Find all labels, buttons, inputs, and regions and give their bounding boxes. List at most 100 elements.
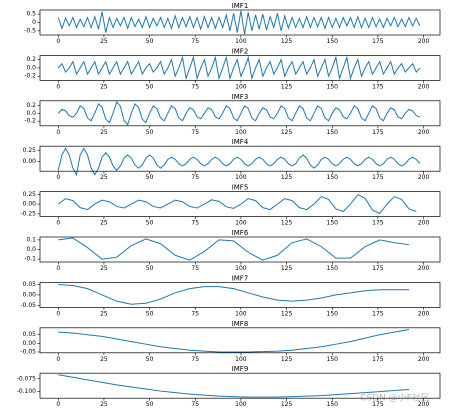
x-tick-label: 100	[235, 401, 247, 408]
x-tick-label: 25	[100, 174, 108, 181]
axes-frame	[39, 236, 441, 263]
x-tick-label: 0	[56, 401, 60, 408]
x-tick-label: 25	[100, 220, 108, 227]
x-tick-label: 75	[191, 220, 199, 227]
x-tick-label: 200	[418, 174, 430, 181]
axes-frame	[39, 282, 441, 308]
y-tick-label: -0.1	[24, 256, 36, 263]
x-tick-label: 75	[191, 401, 199, 408]
x-tick-label: 125	[281, 401, 293, 408]
y-tick-label: 0	[32, 19, 36, 26]
subplot-title: IMF8	[232, 320, 249, 328]
x-tick-label: 100	[235, 129, 247, 136]
x-tick-label: 200	[418, 401, 430, 408]
y-tick-label: 0.25	[23, 191, 37, 198]
x-tick-label: 100	[235, 220, 247, 227]
x-tick-label: 25	[100, 129, 108, 136]
y-tick-label: -0.100	[17, 388, 37, 395]
x-tick-label: 75	[191, 356, 199, 363]
axes-frame	[39, 55, 441, 81]
y-tick-label: -0.05	[20, 348, 36, 355]
x-tick-label: 150	[327, 38, 339, 45]
y-tick-label: 0.2	[26, 102, 36, 109]
y-tick-label: 0.1	[26, 236, 36, 243]
x-tick-label: 25	[100, 310, 108, 317]
y-tick-label: -0.2	[24, 118, 36, 125]
x-tick-label: 175	[372, 38, 384, 45]
x-tick-label: 100	[235, 310, 247, 317]
x-tick-label: 50	[146, 356, 154, 363]
x-tick-label: 200	[418, 220, 430, 227]
y-tick-label: 0.00	[23, 158, 37, 165]
x-tick-label: 75	[191, 38, 199, 45]
x-tick-label: 200	[418, 356, 430, 363]
x-tick-label: 50	[146, 265, 154, 272]
subplot-title: IMF5	[232, 184, 249, 192]
imf-line	[57, 10, 421, 35]
x-tick-label: 75	[191, 83, 199, 90]
watermark: CSDN @小F社区	[360, 392, 430, 404]
x-tick-label: 50	[146, 220, 154, 227]
x-tick-label: 25	[100, 401, 108, 408]
x-tick-label: 150	[327, 83, 339, 90]
x-tick-label: 0	[56, 310, 60, 317]
x-tick-label: 0	[56, 174, 60, 181]
y-tick-label: 0.5	[26, 11, 36, 18]
imf-line	[58, 374, 409, 398]
x-tick-label: 200	[418, 38, 430, 45]
x-tick-label: 125	[281, 310, 293, 317]
imf-line	[57, 55, 421, 81]
y-tick-label: 0.05	[23, 281, 37, 288]
y-tick-label: 0.0	[26, 110, 36, 117]
x-tick-label: 125	[281, 265, 293, 272]
imf-line	[58, 283, 409, 305]
x-tick-label: 175	[372, 310, 384, 317]
x-tick-label: 25	[100, 356, 108, 363]
imf-line	[58, 237, 410, 261]
y-tick-label: 0.00	[23, 291, 37, 298]
axes-frame	[39, 372, 441, 399]
x-tick-label: 25	[100, 38, 108, 45]
x-tick-label: 150	[327, 401, 339, 408]
x-tick-label: 150	[327, 310, 339, 317]
y-tick-label: 0.00	[23, 340, 37, 347]
axes-frame	[39, 191, 441, 217]
subplot-title: IMF6	[232, 229, 249, 237]
x-tick-label: 50	[146, 38, 154, 45]
subplot-title: IMF1	[232, 2, 249, 10]
x-tick-label: 100	[235, 174, 247, 181]
x-tick-label: 0	[56, 83, 60, 90]
x-tick-label: 50	[146, 310, 154, 317]
x-tick-label: 0	[56, 129, 60, 136]
subplot-title: IMF9	[232, 365, 249, 373]
subplot-title: IMF2	[232, 47, 249, 55]
x-tick-label: 175	[372, 401, 384, 408]
x-tick-label: 150	[327, 129, 339, 136]
x-tick-label: 75	[191, 129, 199, 136]
imf-line	[57, 147, 421, 177]
x-tick-label: 175	[372, 265, 384, 272]
y-tick-label: 0.2	[26, 56, 36, 63]
x-tick-label: 175	[372, 83, 384, 90]
imf-line	[57, 100, 421, 126]
x-tick-label: 25	[100, 265, 108, 272]
x-tick-label: 100	[235, 265, 247, 272]
x-tick-label: 125	[281, 174, 293, 181]
x-tick-label: 0	[56, 38, 60, 45]
x-tick-label: 100	[235, 38, 247, 45]
x-tick-label: 0	[56, 265, 60, 272]
x-tick-label: 125	[281, 220, 293, 227]
x-tick-label: 125	[281, 38, 293, 45]
x-tick-label: 125	[281, 356, 293, 363]
x-tick-label: 125	[281, 129, 293, 136]
subplot-title: IMF3	[232, 93, 249, 101]
y-tick-label: -0.2	[24, 73, 36, 80]
x-tick-label: 200	[418, 265, 430, 272]
x-tick-label: 100	[235, 83, 247, 90]
x-tick-label: 75	[191, 265, 199, 272]
y-tick-label: -0.075	[17, 375, 37, 382]
y-tick-label: 0.0	[26, 64, 36, 71]
x-tick-label: 75	[191, 310, 199, 317]
x-tick-label: 175	[372, 356, 384, 363]
